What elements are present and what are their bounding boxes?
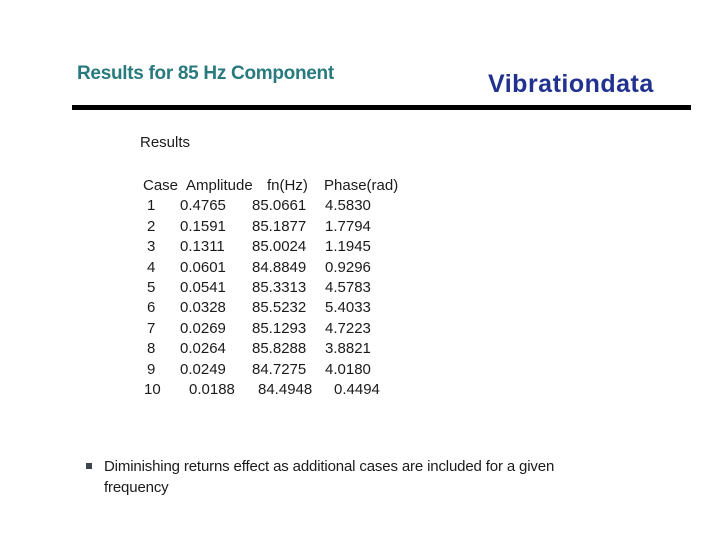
column-header-case: Case xyxy=(143,177,179,194)
table-cell: 84.7275 xyxy=(252,360,307,378)
table-cell: 5 xyxy=(147,278,156,296)
table-row: 1 0.4765 85.0661 4.5830 xyxy=(130,196,450,216)
column-header-amplitude: Amplitude xyxy=(186,177,253,194)
table-row: 10 0.0188 84.4948 0.4494 xyxy=(130,380,450,400)
page-title: Results for 85 Hz Component xyxy=(77,63,334,84)
bullet-item: Diminishing returns effect as additional… xyxy=(86,456,619,498)
table-cell: 0.4765 xyxy=(180,197,226,215)
table-cell: 1 xyxy=(147,197,156,215)
results-table: Case Amplitude fn(Hz) Phase(rad) 1 0.4765… xyxy=(130,176,450,400)
table-cell: 0.0264 xyxy=(180,340,226,358)
table-cell: 85.5232 xyxy=(252,299,307,317)
table-cell: 85.0661 xyxy=(252,197,307,215)
table-cell: 4.7223 xyxy=(325,319,371,337)
table-cell: 8 xyxy=(147,340,156,358)
table-cell: 2 xyxy=(147,217,156,235)
table-cell: 5.4033 xyxy=(325,299,371,317)
table-cell: 0.0328 xyxy=(180,299,226,317)
table-row: 4 0.0601 84.8849 0.9296 xyxy=(130,258,450,278)
table-cell: 6 xyxy=(147,299,156,317)
table-cell: 7 xyxy=(147,319,156,337)
results-section-label: Results xyxy=(140,134,191,151)
table-cell: 85.8288 xyxy=(252,340,307,358)
table-cell: 3 xyxy=(147,238,156,256)
table-cell: 85.1877 xyxy=(252,217,307,235)
table-cell: 85.1293 xyxy=(252,319,307,337)
table-cell: 1.7794 xyxy=(325,217,371,235)
table-cell: 0.0601 xyxy=(180,258,226,276)
title-divider-rule xyxy=(72,105,691,110)
table-cell: 3.8821 xyxy=(325,340,371,358)
table-cell: 0.1591 xyxy=(180,217,226,235)
table-cell: 0.0269 xyxy=(180,319,226,337)
table-cell: 4 xyxy=(147,258,156,276)
table-cell: 84.4948 xyxy=(258,380,313,398)
square-bullet-icon xyxy=(86,463,92,469)
table-cell: 4.5830 xyxy=(325,197,371,215)
table-row: 7 0.0269 85.1293 4.7223 xyxy=(130,319,450,339)
table-cell: 9 xyxy=(147,360,156,378)
table-cell: 10 xyxy=(144,380,161,398)
table-cell: 0.1311 xyxy=(180,238,225,256)
table-cell: 0.0188 xyxy=(189,380,235,398)
table-row: 6 0.0328 85.5232 5.4033 xyxy=(130,298,450,318)
table-cell: 85.0024 xyxy=(252,238,307,256)
table-row: 9 0.0249 84.7275 4.0180 xyxy=(130,360,450,380)
table-rows: 1 0.4765 85.0661 4.5830 2 0.1591 85.1877 1.7794… xyxy=(130,196,450,400)
column-header-fn-hz: fn(Hz) xyxy=(267,177,308,194)
table-cell: 1.1945 xyxy=(325,238,371,256)
table-row: 3 0.1311 85.0024 1.1945 xyxy=(130,237,450,257)
table-cell: 4.0180 xyxy=(325,360,371,378)
table-row: 2 0.1591 85.1877 1.7794 xyxy=(130,217,450,237)
vibrationdata-logo: Vibrationdata xyxy=(488,70,654,98)
table-cell: 0.4494 xyxy=(334,380,380,398)
table-cell: 0.0541 xyxy=(180,278,226,296)
table-header-row: Case Amplitude fn(Hz) Phase(rad) xyxy=(130,176,450,196)
bullet-text: Diminishing returns effect as additional… xyxy=(104,458,555,496)
table-cell: 84.8849 xyxy=(252,258,307,276)
table-cell: 0.9296 xyxy=(325,258,371,276)
table-cell: 4.5783 xyxy=(325,278,371,296)
table-row: 5 0.0541 85.3313 4.5783 xyxy=(130,278,450,298)
table-row: 8 0.0264 85.8288 3.8821 xyxy=(130,339,450,359)
table-cell: 0.0249 xyxy=(180,360,226,378)
table-cell: 85.3313 xyxy=(252,278,307,296)
column-header-phase-rad: Phase(rad) xyxy=(324,177,399,194)
